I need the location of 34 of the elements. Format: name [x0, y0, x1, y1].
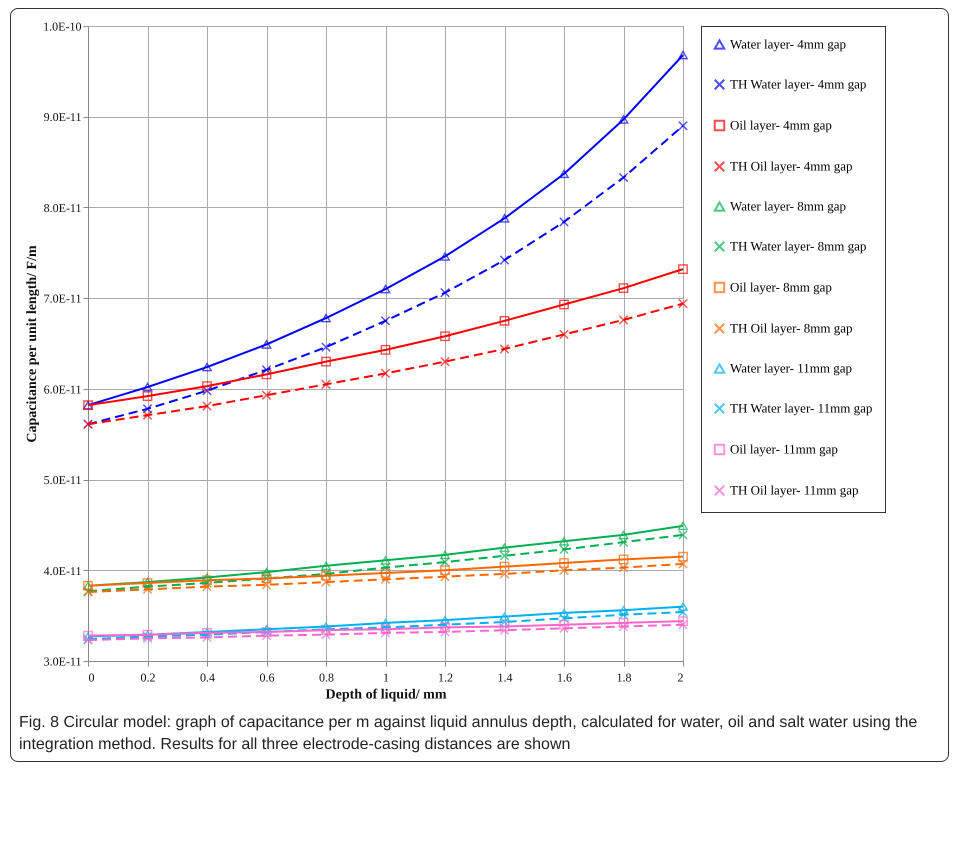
y-tick-label: 9.0E-11 — [44, 110, 82, 124]
y-tick-label: 5.0E-11 — [44, 473, 82, 488]
y-tick-label: 7.0E-11 — [44, 292, 82, 306]
x-tick-label: 2 — [678, 670, 684, 684]
legend-label: Water layer- 4mm gap — [730, 36, 846, 52]
legend-label: TH Oil layer- 4mm gap — [730, 158, 852, 174]
legend-label: Water layer- 8mm gap — [730, 198, 846, 214]
legend-label: TH Water layer- 11mm gap — [730, 400, 872, 416]
legend-label: TH Water layer- 8mm gap — [730, 238, 866, 254]
caption: Fig. 8 Circular model: graph of capacitance per m against liquid annulus depth, calculated for water, oil and salt water using the integration method. Results for all three electrode-casing distances are shown — [19, 713, 918, 755]
legend-label: Oil layer- 4mm gap — [730, 118, 832, 132]
x-tick-label: 1.2 — [438, 670, 453, 684]
x-tick-label: 0.2 — [140, 670, 156, 684]
y-tick-label: 1.0E-10 — [43, 20, 82, 34]
legend-label: TH Oil layer- 8mm gap — [730, 320, 852, 336]
y-tick-label: 6.0E-11 — [44, 382, 82, 396]
legend-label: Water layer- 11mm gap — [730, 360, 852, 376]
y-axis-title: Capacitance per unit length/ F/m — [25, 245, 40, 443]
legend-label: TH Water layer- 4mm gap — [730, 76, 866, 92]
x-tick-label: 0.4 — [200, 670, 215, 684]
x-tick-label: 1.4 — [498, 670, 512, 684]
y-tick-label: 4.0E-11 — [44, 564, 82, 578]
x-tick-label: 1.6 — [557, 670, 572, 684]
x-tick-label: 1 — [383, 670, 389, 684]
legend-label: Oil layer- 11mm gap — [730, 442, 838, 456]
x-tick-label: 1.8 — [616, 670, 632, 684]
legend-label: Oil layer- 8mm gap — [730, 280, 832, 294]
x-tick-label: 0.8 — [319, 670, 334, 684]
x-tick-label: 0.6 — [260, 670, 274, 684]
y-tick-label: 3.0E-11 — [44, 654, 82, 668]
legend-label: TH Oil layer- 11mm gap — [730, 482, 859, 498]
x-tick-label: 0 — [88, 670, 94, 684]
x-axis-title: Depth of liquid/ mm — [326, 688, 447, 702]
y-tick-label: 8.0E-11 — [44, 200, 82, 215]
